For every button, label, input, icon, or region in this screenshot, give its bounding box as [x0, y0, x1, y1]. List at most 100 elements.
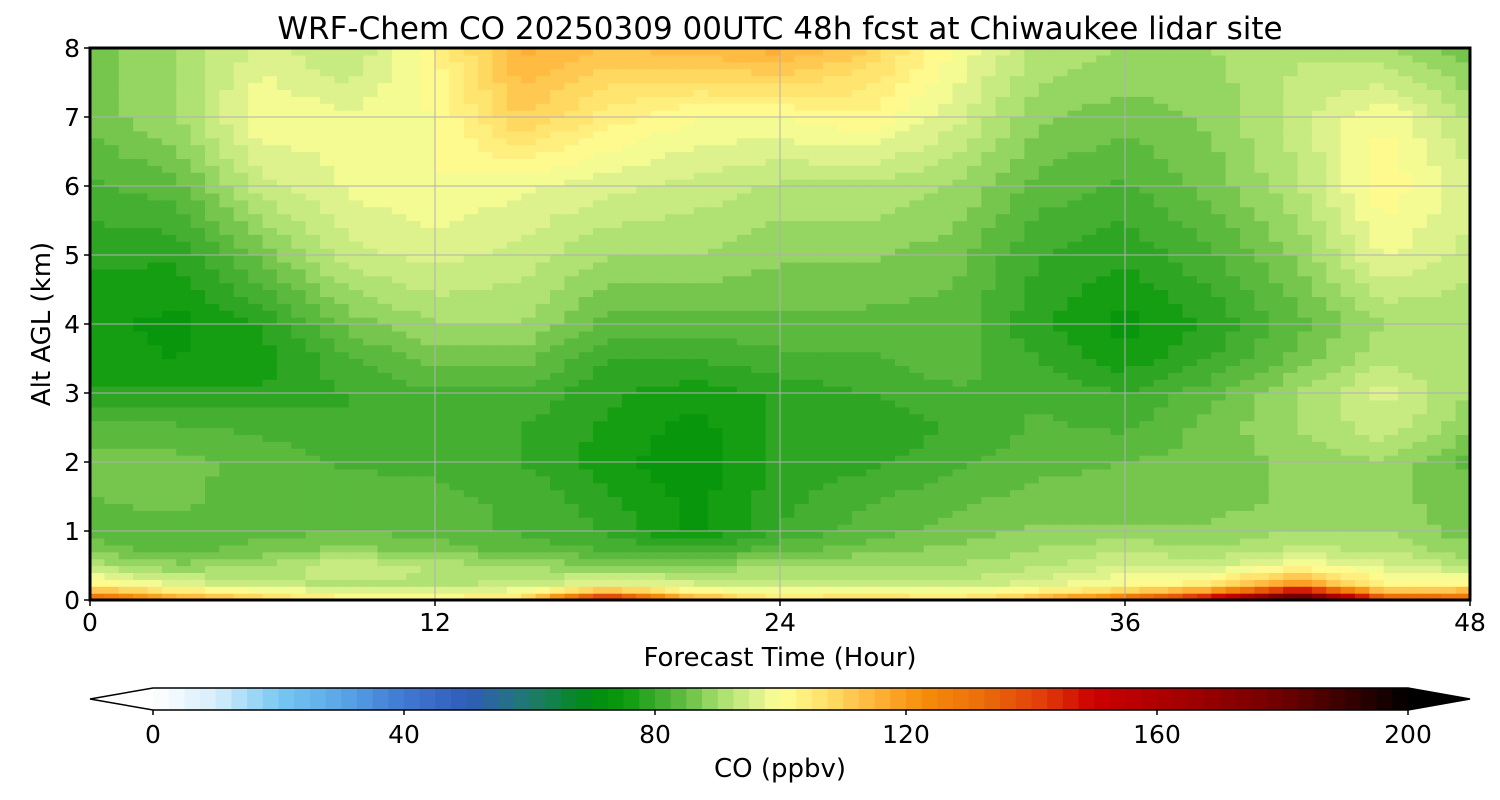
contour-cell: [693, 275, 709, 284]
contour-cell: [1455, 386, 1470, 394]
contour-cell: [1038, 531, 1054, 539]
contour-cell: [90, 510, 105, 518]
contour-cell: [621, 372, 637, 380]
contour-cell: [593, 358, 609, 366]
contour-cell: [320, 248, 335, 256]
contour-cell: [1268, 406, 1284, 415]
contour-cell: [176, 310, 192, 318]
contour-cell: [1283, 344, 1299, 353]
contour-cell: [133, 234, 149, 242]
contour-cell: [492, 406, 508, 415]
contour-cell: [1268, 379, 1284, 387]
contour-cell: [391, 358, 407, 366]
contour-cell: [190, 489, 206, 498]
contour-cell: [521, 241, 537, 249]
contour-cell: [1311, 434, 1327, 442]
contour-cell: [621, 462, 637, 470]
contour-cell: [981, 282, 997, 291]
contour-cell: [320, 393, 335, 401]
contour-cell: [406, 510, 422, 518]
contour-cell: [823, 406, 839, 415]
contour-cell: [1426, 586, 1442, 594]
contour-cell: [665, 579, 680, 587]
contour-cell: [506, 248, 522, 256]
contour-cell: [923, 586, 939, 594]
contour-cell: [1053, 593, 1069, 600]
contour-cell: [708, 310, 724, 318]
contour-cell: [765, 358, 781, 366]
contour-cell: [1426, 413, 1442, 422]
contour-cell: [851, 496, 867, 504]
contour-cell: [535, 289, 551, 297]
contour-cell: [578, 351, 594, 360]
contour-cell: [104, 310, 120, 318]
contour-cell: [952, 379, 968, 387]
contour-cell: [219, 296, 235, 304]
contour-cell: [1038, 255, 1054, 263]
contour-cell: [435, 482, 450, 491]
contour-cell: [636, 524, 652, 532]
contour-cell: [190, 510, 206, 518]
contour-cell: [1153, 572, 1169, 580]
contour-cell: [435, 503, 450, 511]
contour-cell: [794, 489, 810, 498]
contour-cell: [291, 330, 307, 339]
contour-cell: [1168, 551, 1184, 560]
contour-cell: [780, 358, 795, 366]
contour-cell: [506, 531, 522, 539]
contour-cell: [1441, 261, 1457, 270]
contour-cell: [1067, 558, 1083, 567]
contour-cell: [1340, 317, 1356, 325]
contour-cell: [449, 255, 465, 263]
contour-cell: [320, 427, 335, 435]
contour-cell: [1053, 324, 1069, 332]
contour-cell: [1268, 324, 1284, 332]
contour-cell: [161, 282, 177, 291]
contour-cell: [1326, 475, 1342, 484]
contour-cell: [1326, 241, 1342, 249]
contour-cell: [391, 579, 407, 587]
contour-cell: [837, 255, 853, 263]
contour-cell: [118, 565, 134, 573]
contour-cell: [1081, 275, 1097, 284]
contour-cell: [176, 379, 192, 387]
contour-cell: [1441, 482, 1457, 491]
contour-cell: [391, 337, 407, 346]
contour-cell: [837, 330, 853, 339]
chart-title: WRF-Chem CO 20250309 00UTC 48h fcst at C…: [277, 11, 1282, 47]
contour-cell: [621, 544, 637, 553]
contour-cell: [320, 544, 335, 553]
contour-cell: [722, 565, 738, 573]
contour-cell: [1254, 324, 1270, 332]
contour-cell: [1268, 296, 1284, 304]
contour-cell: [1412, 337, 1428, 346]
contour-cell: [1053, 351, 1069, 360]
contour-cell: [305, 593, 321, 600]
contour-cell: [1240, 489, 1255, 498]
contour-cell: [880, 289, 896, 297]
contour-cell: [981, 310, 997, 318]
contour-cell: [1010, 310, 1025, 318]
contour-cell: [449, 261, 465, 270]
contour-cell: [1369, 275, 1385, 284]
contour-cell: [1110, 393, 1126, 401]
contour-cell: [190, 296, 206, 304]
contour-cell: [391, 282, 407, 291]
contour-cell: [693, 572, 709, 580]
contour-cell: [1182, 544, 1198, 553]
contour-cell: [837, 524, 853, 532]
contour-cell: [161, 434, 177, 442]
contour-cell: [104, 531, 120, 539]
contour-cell: [262, 482, 278, 491]
contour-cell: [1355, 248, 1370, 256]
contour-cell: [1081, 324, 1097, 332]
contour-cell: [751, 531, 767, 539]
contour-cell: [650, 448, 666, 456]
contour-cell: [1412, 379, 1428, 387]
contour-cell: [952, 462, 968, 470]
contour-cell: [665, 261, 680, 270]
contour-cell: [1110, 441, 1126, 449]
contour-cell: [1340, 489, 1356, 498]
contour-cell: [118, 517, 134, 525]
contour-cell: [1067, 344, 1083, 353]
